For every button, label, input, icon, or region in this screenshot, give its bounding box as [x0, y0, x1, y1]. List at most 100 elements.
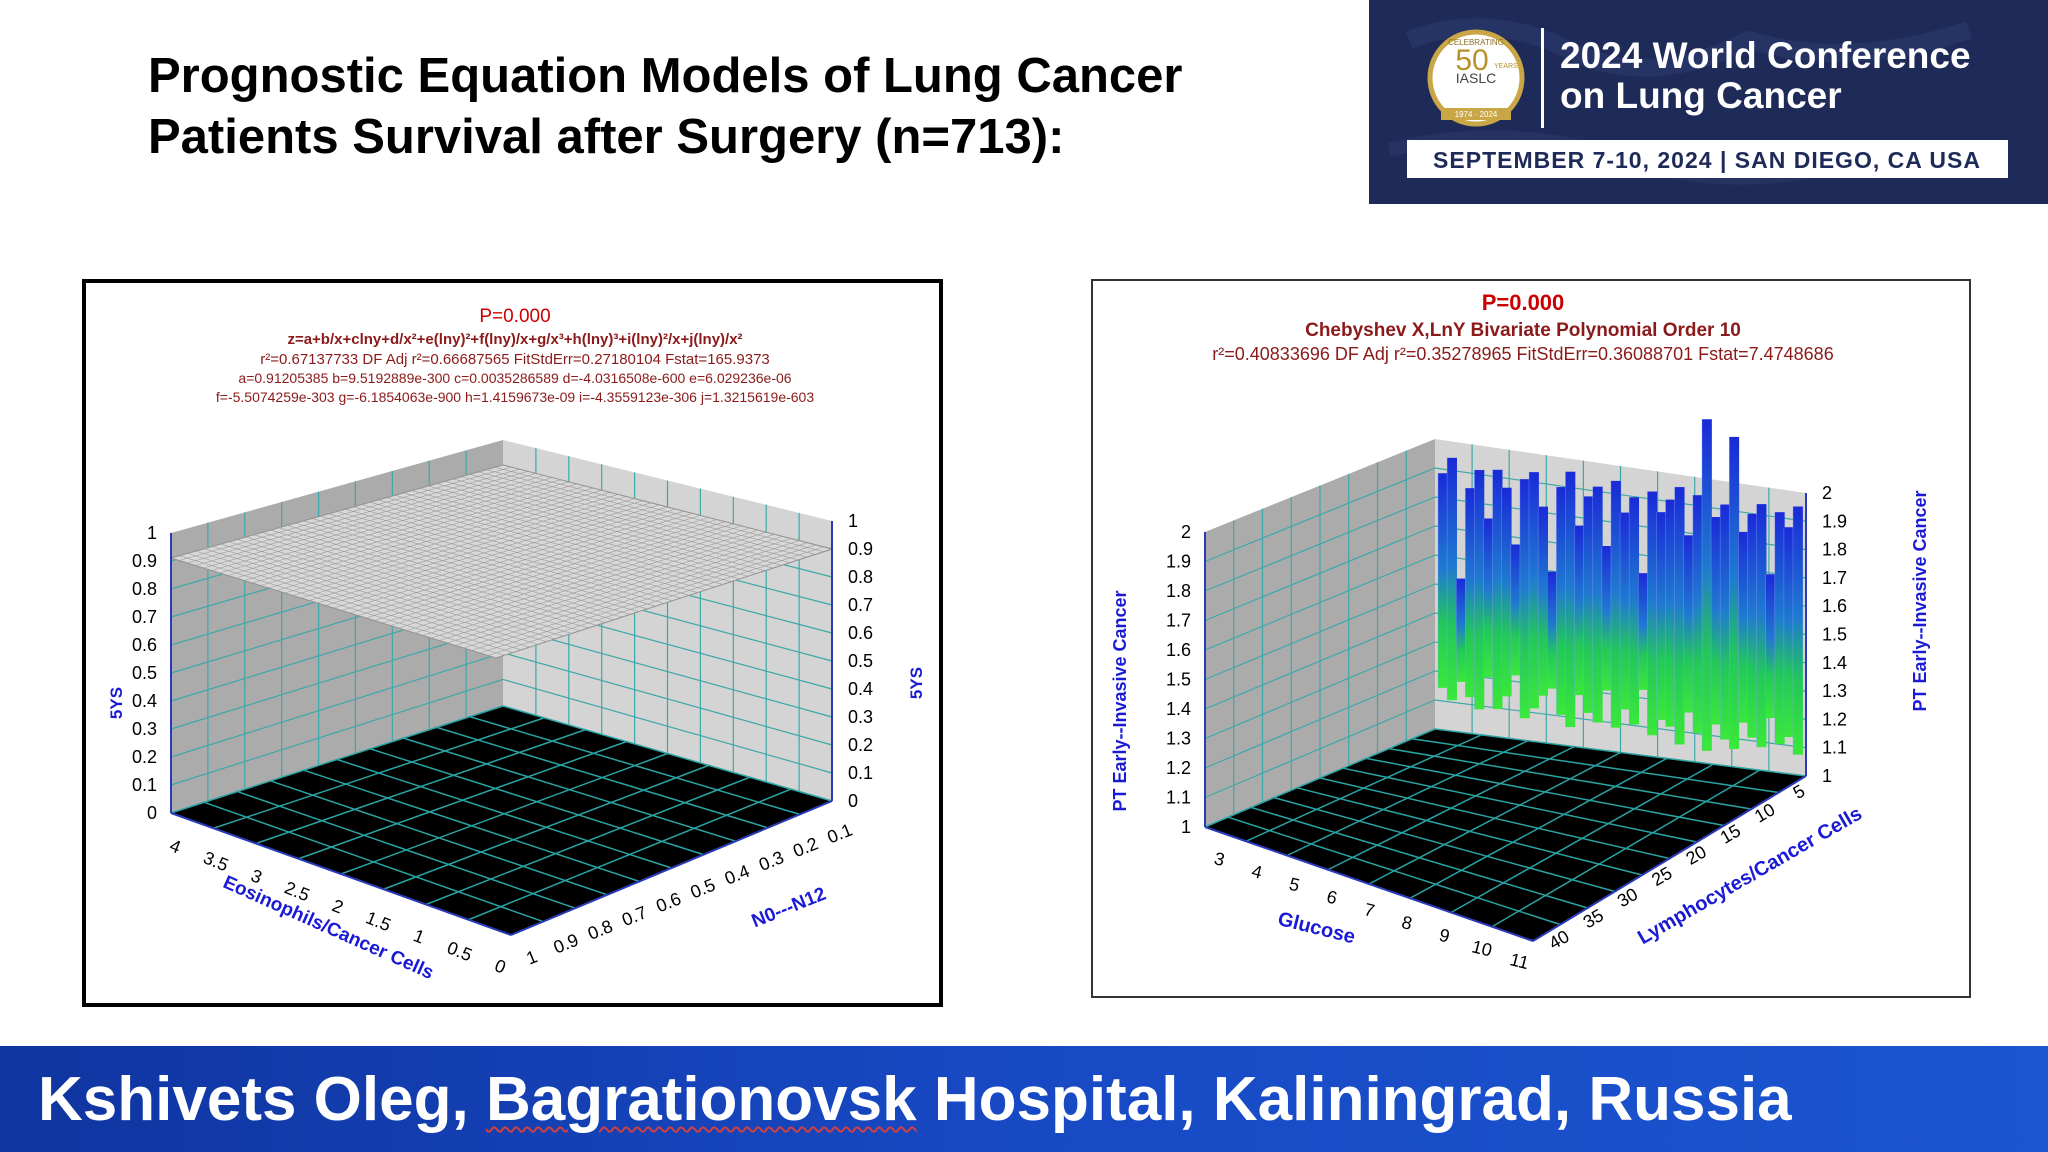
surface-mesh-line: [357, 513, 693, 616]
surface-mesh-line: [382, 519, 717, 624]
tick-label: 0.5: [688, 875, 719, 903]
badge-top: CELEBRATING: [1448, 38, 1504, 47]
tick-label: 0.9: [551, 930, 582, 958]
surface-strip: [1465, 488, 1476, 698]
surface-mesh-line: [447, 536, 783, 644]
floor-gridline: [469, 715, 801, 816]
tick-label: 1: [411, 925, 428, 947]
surface-strip: [1765, 574, 1776, 719]
tick-label: 0.5: [444, 937, 475, 965]
tick-label: 1.8: [1166, 581, 1191, 601]
footer-author-line: Kshivets Oleg, Bagrationovsk Hospital, K…: [38, 1064, 1792, 1135]
tick-label: 3.5: [201, 847, 232, 875]
chart-left-floor: [171, 706, 832, 935]
surface-strip: [1783, 527, 1794, 738]
chart-right-svg: P=0.000 Chebyshev X,LnY Bivariate Polyno…: [1110, 290, 1930, 973]
surface-mesh-line: [386, 497, 715, 588]
surface-strip: [1729, 436, 1740, 749]
surface-mesh-line: [395, 494, 723, 585]
tick-label: 0: [147, 803, 157, 823]
badge-number: 50: [1455, 44, 1488, 77]
surface-strip: [1747, 513, 1758, 738]
tick-label: 0.9: [848, 539, 873, 559]
floor-gridline: [1365, 757, 1725, 827]
wall-gridline: [170, 652, 504, 758]
tick-label: 10: [1470, 936, 1494, 960]
surface-mesh-line: [353, 506, 681, 599]
floor-gridline: [203, 801, 544, 923]
surface-mesh-line: [422, 529, 759, 636]
chart-left-header: P=0.000: [479, 306, 550, 327]
floor-gridline: [1273, 796, 1616, 893]
chart-panel-left: P=0.000 z=a+b/x+clny+d/x²+e(lny)²+f(lny)…: [82, 279, 943, 1007]
floor-gridline: [403, 737, 736, 842]
surface-strip: [1720, 504, 1731, 740]
logo-dates: SEPTEMBER 7-10, 2024 | SAN DIEGO, CA USA: [1433, 147, 1981, 173]
tick-label: 3: [1212, 848, 1227, 870]
tick-label: 0.1: [824, 819, 855, 847]
badge-suffix: YEARS: [1494, 63, 1518, 70]
surface-mesh-line: [336, 511, 665, 604]
surface-mesh-line: [374, 517, 709, 621]
floor-gridline: [270, 780, 608, 896]
surface-mesh-line: [390, 521, 726, 626]
tick-label: 1.5: [363, 907, 394, 935]
tick-label: 1.4: [1822, 653, 1847, 673]
tick-label: 1.2: [1822, 709, 1847, 729]
footer-name: Kshivets Oleg,: [38, 1065, 486, 1134]
chart-left-stats: r²=0.67137733 DF Adj r²=0.66687565 FitSt…: [260, 351, 770, 368]
chart-left-surface-mesh: [170, 464, 833, 659]
surface-strip: [1447, 457, 1457, 701]
tick-label: 0.1: [848, 763, 873, 783]
surface-strip: [1793, 506, 1803, 755]
floor-gridline: [336, 758, 672, 869]
chart-left-ylabel: N0---N12: [749, 884, 829, 933]
surface-strip: [1456, 578, 1467, 682]
tick-label: 8: [1400, 912, 1415, 934]
tick-label: 1.2: [1166, 758, 1191, 778]
tick-label: 0.3: [756, 847, 787, 875]
surface-mesh-line: [419, 487, 749, 577]
tick-label: 9: [1437, 925, 1452, 947]
surface-strip: [1629, 497, 1640, 725]
tick-label: 1.5: [1822, 625, 1847, 645]
surface-mesh-line: [478, 471, 807, 558]
chart-right-zlabel-right: PT Early--Invasive Cancer: [1910, 490, 1930, 711]
tick-label: 0.8: [848, 567, 873, 587]
chart-panel-right: P=0.000 Chebyshev X,LnY Bivariate Polyno…: [1091, 279, 1971, 998]
tick-label: 0.6: [132, 635, 157, 655]
tick-label: 0.6: [653, 888, 684, 916]
surface-strip: [1547, 571, 1558, 689]
surface-strip: [1656, 512, 1667, 720]
conference-logo-graphic: CELEBRATING 50 YEARS IASLC 1974 · 2024 2…: [1369, 0, 2048, 204]
surface-mesh-line: [430, 531, 767, 639]
surface-mesh-line: [370, 501, 698, 593]
chart-left-zlabel-right: 5YS: [907, 667, 926, 699]
footer-hospital: Bagrationovsk: [485, 1065, 917, 1134]
tick-label: 1.7: [1822, 568, 1847, 588]
chart-left-coef2: f=-5.5074259e-303 g=-6.1854063e-900 h=1.…: [216, 389, 814, 405]
chart-right-xlabel: Glucose: [1276, 908, 1358, 948]
surface-strip: [1701, 419, 1712, 751]
chart-left-coef1: a=0.91205385 b=9.5192889e-300 c=0.003528…: [238, 370, 791, 386]
tick-label: 1.4: [1166, 699, 1191, 719]
tick-label: 1.6: [1822, 596, 1847, 616]
surface-strip: [1556, 487, 1567, 715]
floor-gridline: [1411, 738, 1779, 794]
surface-strip: [1492, 469, 1503, 710]
surface-strip: [1738, 531, 1749, 723]
floor-gridline: [436, 726, 769, 829]
surface-mesh-line: [469, 474, 799, 561]
iaslc-badge-icon: [1427, 29, 1525, 127]
floor-gridline: [1342, 767, 1697, 843]
floor-gridline: [1227, 816, 1561, 926]
surface-strip: [1756, 504, 1767, 748]
chart-right-equation: Chebyshev X,LnY Bivariate Polynomial Ord…: [1305, 320, 1741, 341]
surface-strip: [1711, 517, 1721, 725]
surface-mesh-line: [479, 544, 816, 654]
surface-strip: [1483, 518, 1494, 678]
floor-gridline: [1250, 806, 1588, 909]
tick-label: 0.7: [619, 902, 650, 930]
surface-strip: [1565, 471, 1576, 728]
surface-mesh-line: [398, 523, 734, 629]
